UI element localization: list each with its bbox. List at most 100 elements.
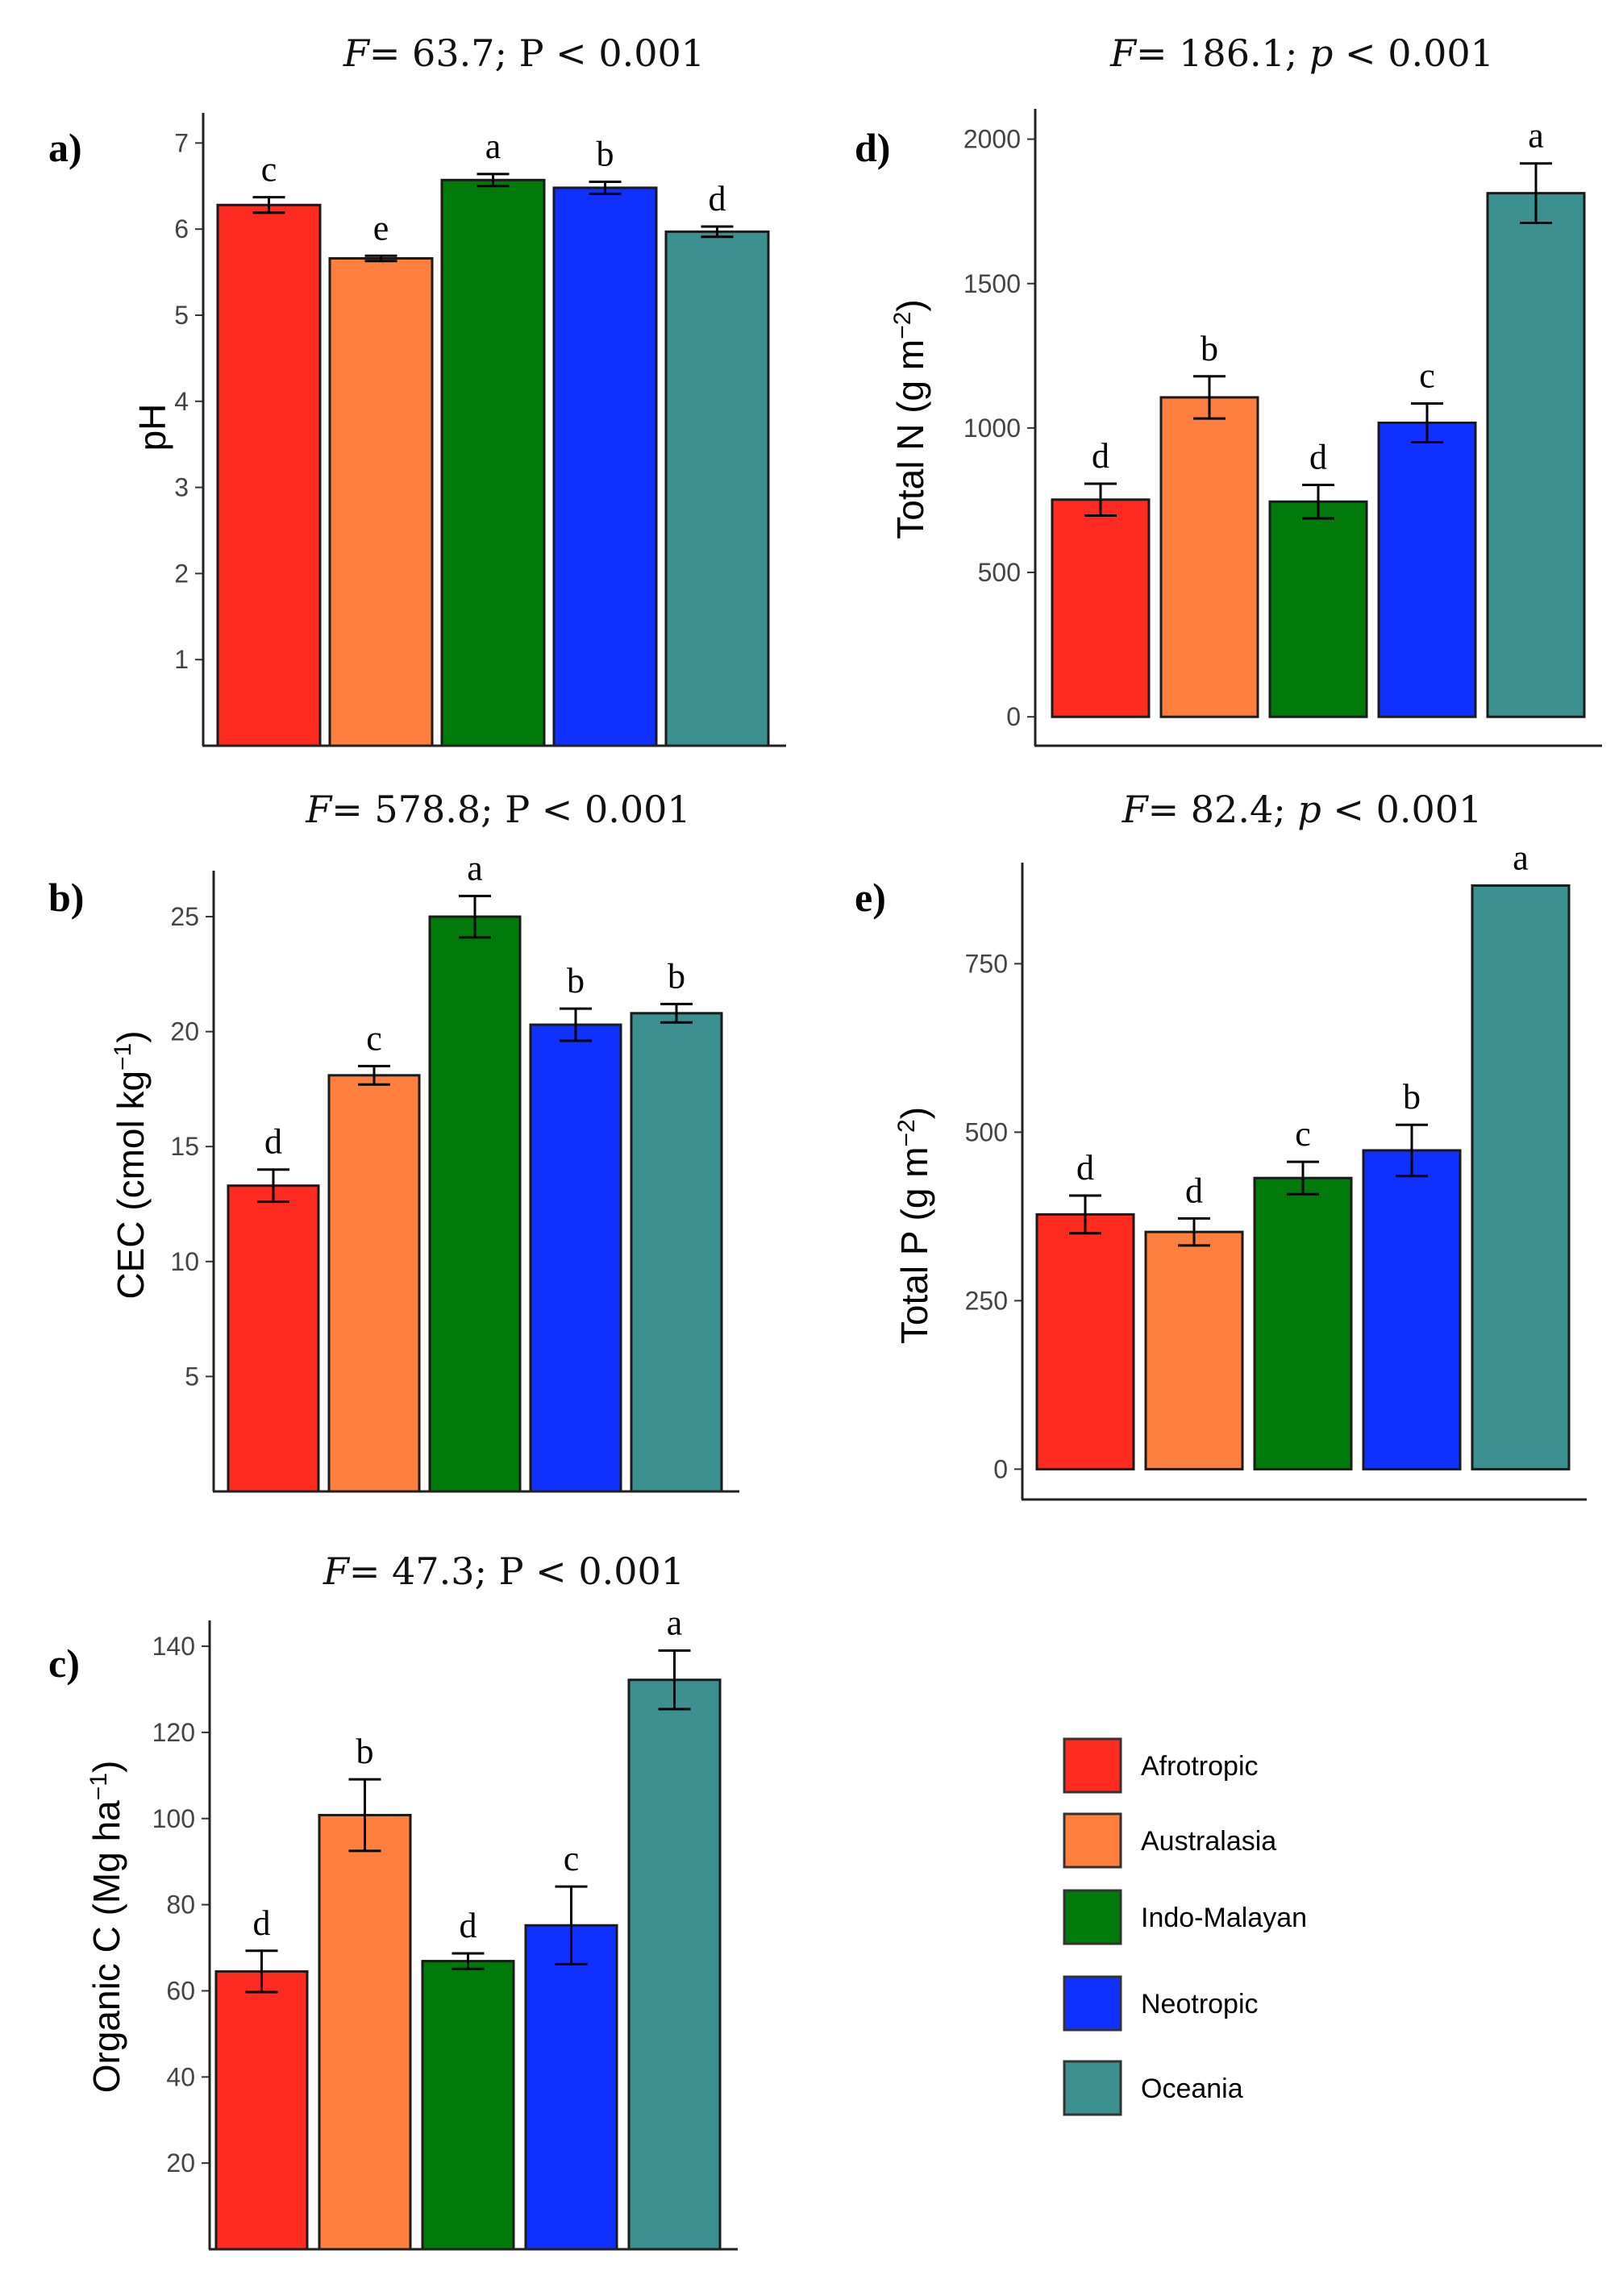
panel-b-letter-neotropic: b [567,961,585,1000]
panel-d: F= 186.1; p < 0.001 d) Total N (g m−2) 0… [855,31,1602,747]
panel-d-letter-indo-malayan: d [1309,437,1327,476]
panel-b-ytick-label: 10 [170,1247,199,1276]
panel-c-letter-neotropic: c [564,1839,580,1878]
panel-e-bar-afrotropic [1035,1212,1135,1470]
panel-b-ytick-label: 5 [185,1362,199,1391]
panel-d-ylabel: Total N (g m−2) [889,299,931,539]
legend-label-oceania: Oceania [1141,2073,1243,2104]
panel-a: F= 63.7; P < 0.001 a) pH 1 2 3 4 5 6 7 c e a b d [48,31,786,747]
panel-b-bar-australasia [327,1074,421,1493]
panel-a-ytick-label: 2 [174,559,189,588]
panel-e-ytick-label: 250 [965,1286,1008,1315]
panel-c-ytick-label: 60 [166,1976,195,2005]
legend-item-neotropic: Neotropic [1063,1975,1259,2032]
legend-item-australasia: Australasia [1063,1812,1276,1869]
panel-d-label: d) [855,125,890,170]
panel-a-ytick-label: 4 [174,387,189,416]
panel-c-stat: F= 47.3; P < 0.001 [323,1549,685,1593]
legend-swatch-indo-malayan [1063,1889,1122,1945]
panel-a-letter-oceania: d [709,179,726,218]
panel-b-letter-indo-malayan: a [467,848,483,888]
panel-c-ytick-label: 20 [166,2148,195,2177]
panel-d-ytick-label: 1500 [963,269,1021,298]
panel-e-bar-oceania [1471,884,1571,1470]
panel-e-ytick-label: 500 [965,1117,1008,1146]
panel-b-ylabel: CEC (cmol kg−1) [110,1030,152,1299]
legend-swatch-neotropic [1063,1975,1122,2032]
panel-d-bar-afrotropic [1051,498,1151,718]
panel-d-letter-australasia: b [1201,329,1218,368]
panel-b: F= 578.8; P < 0.001 b) CEC (cmol kg−1) 5… [48,788,739,1493]
panel-c-bar-afrotropic [214,1969,309,2251]
panel-d-bar-neotropic [1377,421,1477,718]
panel-a-ytick-label: 6 [174,214,189,243]
panel-c-ytick-label: 80 [166,1890,195,1920]
panel-d-ytick-label: 500 [978,558,1021,587]
panel-a-ytick-label: 5 [174,301,189,330]
panel-b-bar-indo-malayan [428,915,522,1493]
panel-b-letter-oceania: b [668,956,685,996]
panel-b-letter-afrotropic: d [264,1122,282,1162]
panel-e-letter-indo-malayan: c [1295,1114,1311,1154]
panel-d-letter-neotropic: c [1419,356,1435,395]
panel-b-bar-oceania [630,1012,723,1493]
panel-c-label: c) [48,1641,80,1686]
panel-d-ytick-label: 2000 [963,125,1021,154]
legend-label-indo-malayan: Indo-Malayan [1141,1903,1307,1933]
panel-a-ytick-label: 3 [174,473,189,502]
panel-e-ytick-label: 750 [965,949,1008,978]
panel-a-letter-australasia: e [373,208,389,247]
legend-swatch-oceania [1063,2060,1122,2116]
panel-a-ytick-label: 7 [174,128,189,157]
panel-a-label: a) [48,125,82,170]
panel-e-bar-indo-malayan [1253,1176,1353,1470]
panel-d-letter-afrotropic: d [1092,436,1109,476]
panel-d-bar-indo-malayan [1268,500,1368,718]
panel-d-bar-australasia [1159,396,1259,718]
panel-e-letter-australasia: d [1185,1171,1203,1210]
panel-e: F= 82.4; p < 0.001 e) Total P (g m−2) 0 2… [855,788,1587,1501]
panel-a-bar-oceania [664,230,770,747]
panel-a-letter-indo-malayan: a [485,127,501,166]
panel-b-letter-australasia: c [366,1018,382,1058]
panel-a-letter-afrotropic: c [261,150,277,189]
legend-swatch-afrotropic [1063,1737,1122,1794]
panel-e-bar-australasia [1144,1230,1244,1470]
panel-c-ytick-label: 120 [152,1718,195,1747]
panel-b-ytick-label: 25 [170,902,199,931]
panel-a-bar-neotropic [552,186,658,747]
panel-a-stat: F= 63.7; P < 0.001 [343,31,705,75]
legend-swatch-australasia [1063,1812,1122,1869]
panel-a-letter-neotropic: b [597,134,614,173]
panel-c-letter-oceania: a [667,1603,683,1642]
panel-c-bar-indo-malayan [421,1960,515,2251]
panel-b-stat: F= 578.8; P < 0.001 [305,788,690,831]
panel-b-bar-neotropic [529,1023,622,1493]
panel-e-letter-oceania: a [1513,838,1529,877]
legend-label-afrotropic: Afrotropic [1141,1751,1259,1782]
legend-label-neotropic: Neotropic [1141,1989,1259,2019]
panel-e-stat: F= 82.4; p < 0.001 [1122,788,1483,831]
panel-e-letter-neotropic: b [1403,1077,1421,1117]
panel-c-letter-indo-malayan: d [460,1906,477,1945]
panel-c-ytick-label: 100 [152,1804,195,1833]
legend-item-oceania: Oceania [1063,2060,1243,2116]
panel-c-ylabel: Organic C (Mg ha−1) [85,1761,127,2094]
panel-c-ytick-label: 140 [152,1632,195,1661]
panel-c-bar-neotropic [524,1924,618,2251]
panel-b-ytick-label: 20 [170,1017,199,1046]
panel-d-stat: F= 186.1; p < 0.001 [1109,31,1494,75]
panel-c-bar-oceania [627,1678,722,2251]
panel-c-bar-australasia [318,1813,412,2251]
legend-item-afrotropic: Afrotropic [1063,1737,1259,1794]
panel-c-letter-australasia: b [356,1732,374,1771]
panel-d-ytick-label: 1000 [963,414,1021,443]
panel-c-letter-afrotropic: d [253,1903,271,1943]
panel-a-ytick-label: 1 [174,645,189,674]
panel-b-ytick-label: 15 [170,1132,199,1161]
panel-e-letter-afrotropic: d [1076,1148,1094,1188]
panel-d-ytick-label: 0 [1006,702,1021,731]
panel-b-label: b) [48,875,84,920]
panel-e-ytick-label: 0 [993,1454,1008,1483]
